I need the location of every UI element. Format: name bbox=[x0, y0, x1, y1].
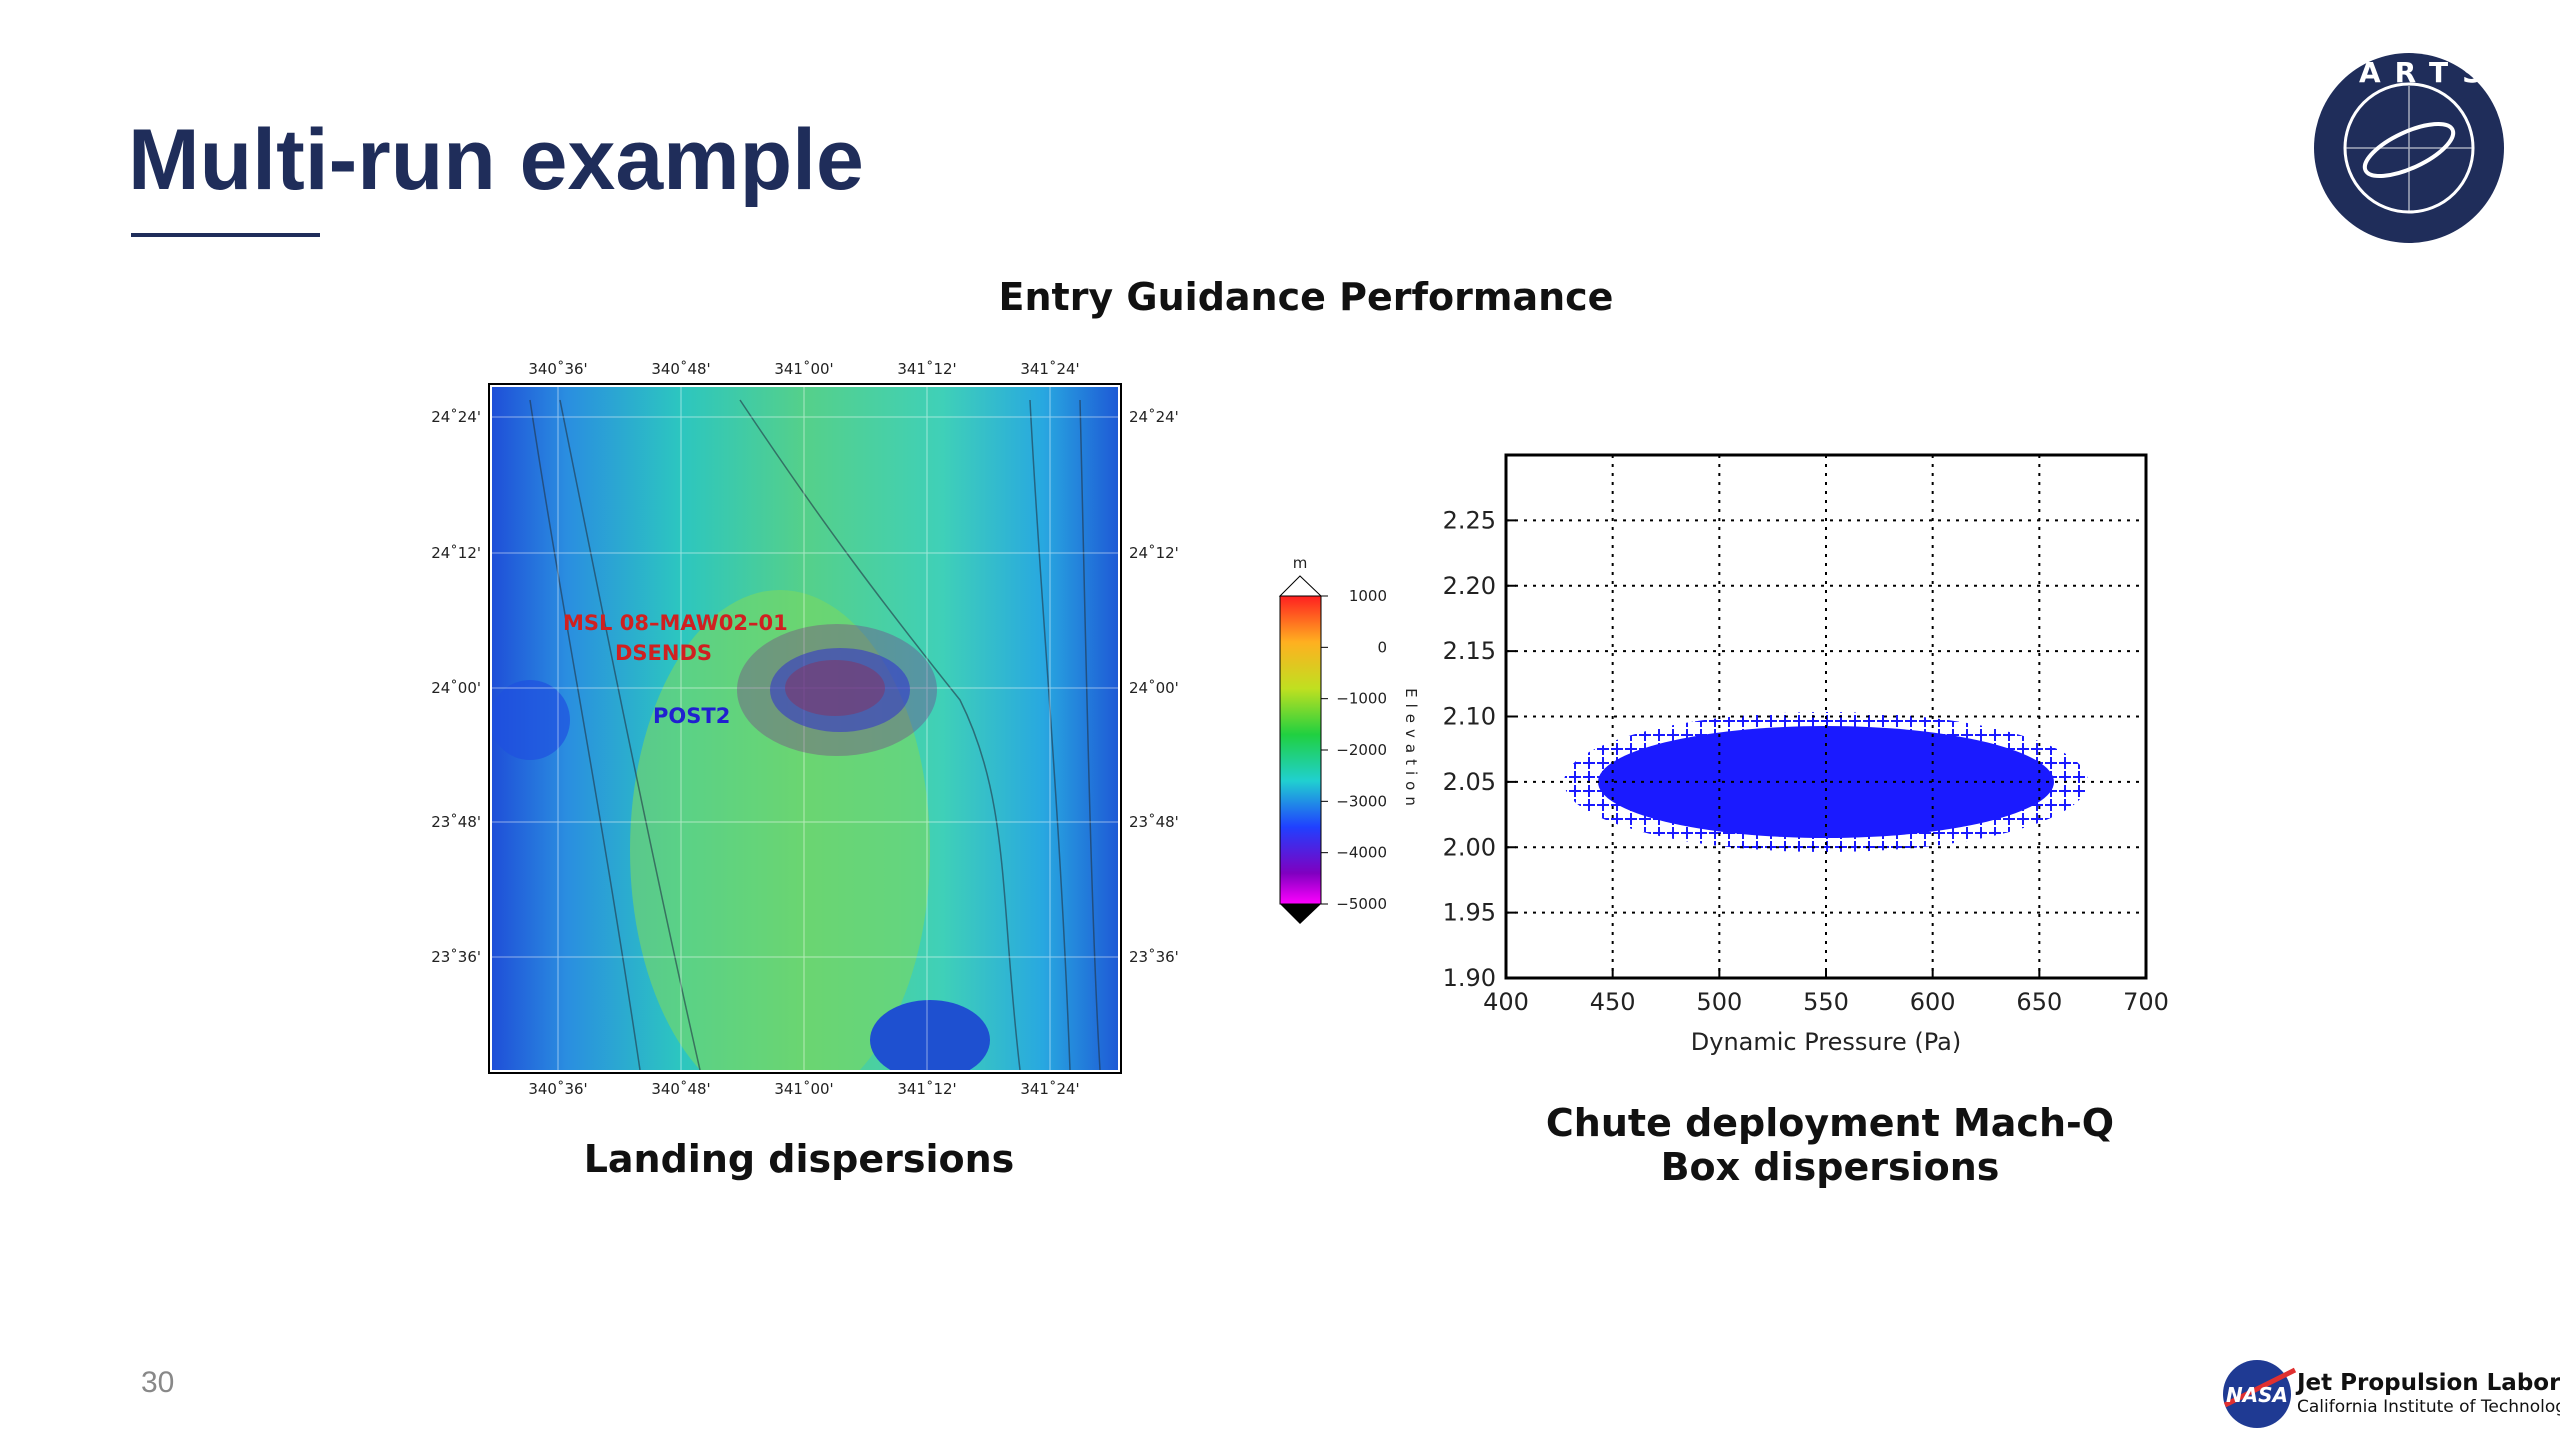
y-tick-label: 2.15 bbox=[1443, 637, 1496, 665]
colorbar-tick-label: −4000 bbox=[1336, 844, 1387, 862]
org-sub: California Institute of Technology bbox=[2297, 1397, 2560, 1417]
colorbar-tick-label: −5000 bbox=[1336, 895, 1387, 913]
colorbar bbox=[1278, 575, 1323, 924]
colorbar-unit: m bbox=[1293, 554, 1308, 572]
lon-label: 340˚36' bbox=[528, 360, 587, 378]
colorbar-tick-label: −1000 bbox=[1336, 690, 1387, 708]
org-name: Jet Propulsion Laboratory bbox=[2295, 1370, 2560, 1396]
chart-caption: Chute deployment Mach-Q bbox=[1546, 1101, 2114, 1145]
y-tick-label: 1.95 bbox=[1443, 899, 1496, 927]
map-annotation: MSL 08–MAW02–01 bbox=[563, 611, 788, 635]
x-tick-label: 450 bbox=[1590, 988, 1636, 1016]
lon-label: 340˚36' bbox=[528, 1080, 587, 1098]
lat-label: 23˚48' bbox=[431, 813, 481, 831]
lon-label: 340˚48' bbox=[651, 360, 710, 378]
y-tick-label: 1.90 bbox=[1443, 964, 1496, 992]
x-tick-label: 700 bbox=[2123, 988, 2169, 1016]
lat-label: 23˚36' bbox=[431, 948, 481, 966]
lon-label: 341˚24' bbox=[1020, 1080, 1079, 1098]
slide-title: Multi-run example bbox=[128, 112, 864, 208]
lon-label: 340˚48' bbox=[651, 1080, 710, 1098]
y-tick-label: 2.10 bbox=[1443, 703, 1496, 731]
lat-label: 23˚48' bbox=[1129, 813, 1179, 831]
x-tick-label: 650 bbox=[2016, 988, 2062, 1016]
lon-label: 341˚00' bbox=[774, 360, 833, 378]
map-annotation: POST2 bbox=[653, 704, 730, 728]
lon-label: 341˚12' bbox=[897, 1080, 956, 1098]
y-tick-label: 2.00 bbox=[1443, 833, 1496, 861]
colorbar-label: Elevation bbox=[1402, 688, 1420, 812]
x-tick-label: 550 bbox=[1803, 988, 1849, 1016]
lon-label: 341˚12' bbox=[897, 360, 956, 378]
colorbar-tick-label: 0 bbox=[1377, 638, 1387, 656]
lat-label: 24˚24' bbox=[1129, 408, 1179, 426]
logo-text: DARTS bbox=[2322, 56, 2496, 89]
darts-logo: DARTS bbox=[2314, 53, 2504, 243]
nasa-text: NASA bbox=[2226, 1383, 2288, 1407]
colorbar-tick-label: −3000 bbox=[1336, 792, 1387, 810]
y-tick-label: 2.05 bbox=[1443, 768, 1496, 796]
dispersion-cloud bbox=[737, 624, 937, 756]
lat-label: 24˚00' bbox=[1129, 679, 1179, 697]
section-title: Entry Guidance Performance bbox=[999, 275, 1614, 319]
chart-caption: Box dispersions bbox=[1661, 1145, 2000, 1189]
map-annotation: DSENDS bbox=[615, 641, 712, 665]
landing-map bbox=[488, 383, 1122, 1074]
scatter-chart: 400 450 500 550 600 650 700 1.90 1.95 2.00 2.05 2.1… bbox=[1443, 453, 2169, 1056]
x-tick-label: 600 bbox=[1910, 988, 1956, 1016]
y-tick-label: 2.25 bbox=[1443, 506, 1496, 534]
lon-label: 341˚24' bbox=[1020, 360, 1079, 378]
lat-label: 24˚12' bbox=[431, 544, 481, 562]
colorbar-tick-label: 1000 bbox=[1349, 587, 1387, 605]
lat-label: 24˚00' bbox=[431, 679, 481, 697]
lat-label: 24˚24' bbox=[431, 408, 481, 426]
plot-frame bbox=[1504, 453, 2148, 980]
x-axis-label: Dynamic Pressure (Pa) bbox=[1691, 1028, 1961, 1056]
jpl-logo: NASA Jet Propulsion Laboratory Californi… bbox=[2223, 1360, 2560, 1428]
lat-label: 24˚12' bbox=[1129, 544, 1179, 562]
lon-label: 341˚00' bbox=[774, 1080, 833, 1098]
map-caption: Landing dispersions bbox=[584, 1137, 1015, 1181]
lat-label: 23˚36' bbox=[1129, 948, 1179, 966]
y-tick-label: 2.20 bbox=[1443, 572, 1496, 600]
x-tick-label: 400 bbox=[1483, 988, 1529, 1016]
colorbar-tick-label: −2000 bbox=[1336, 741, 1387, 759]
page-number: 30 bbox=[141, 1366, 174, 1399]
x-tick-label: 500 bbox=[1696, 988, 1742, 1016]
